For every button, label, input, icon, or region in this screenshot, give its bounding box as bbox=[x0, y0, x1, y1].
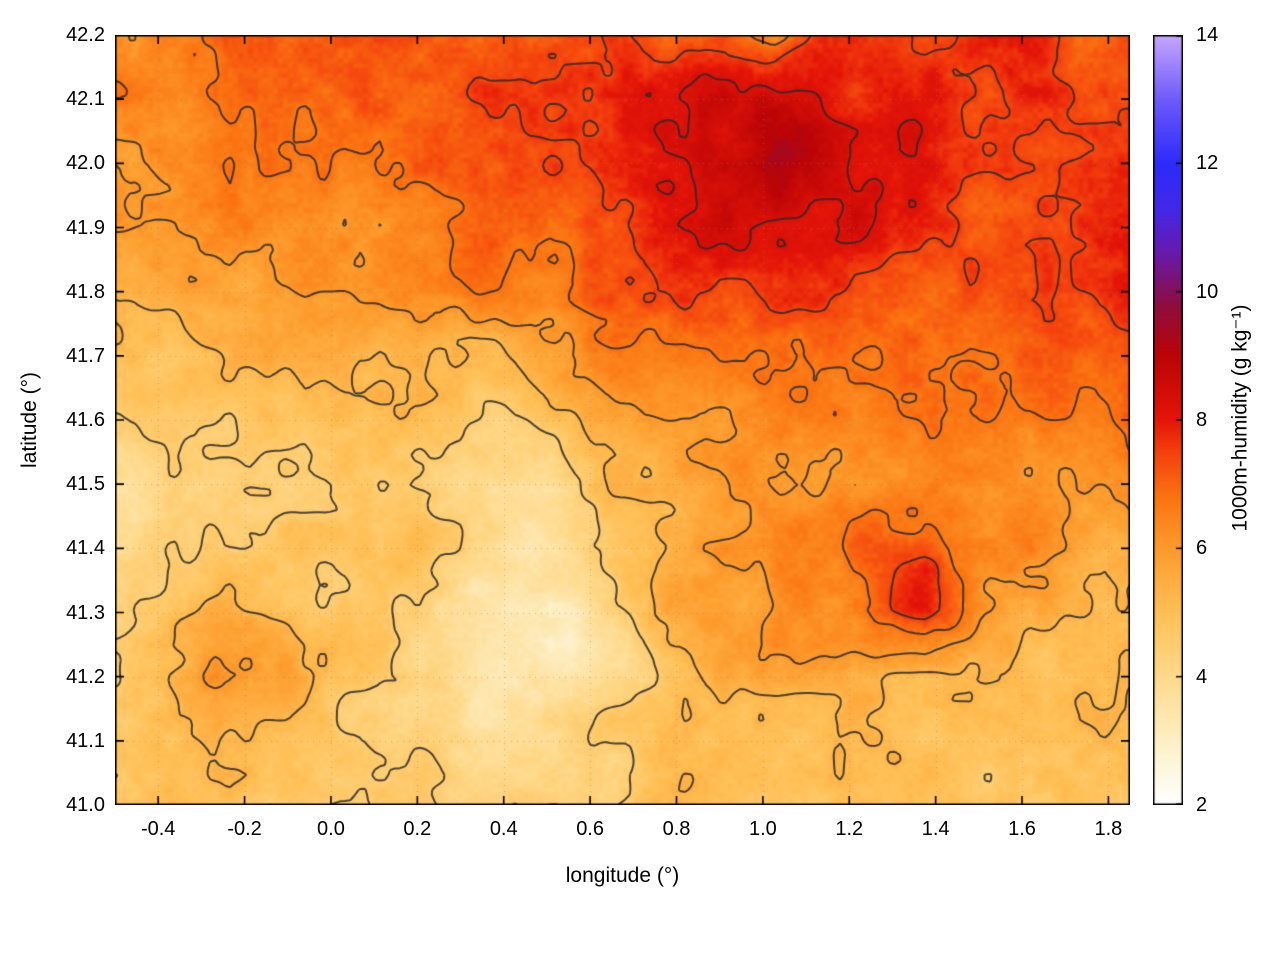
colorbar-tick-label: 8 bbox=[1196, 409, 1208, 431]
x-tick-label: 0.2 bbox=[403, 818, 432, 840]
colorbar-tick-label: 6 bbox=[1196, 537, 1208, 560]
heatmap-canvas bbox=[115, 35, 1130, 805]
x-tick-label: 0.6 bbox=[576, 818, 604, 840]
y-tick-label: 42.1 bbox=[66, 88, 105, 111]
y-tick-label: 41.1 bbox=[66, 729, 105, 752]
colorbar bbox=[1153, 35, 1183, 805]
colorbar-tick-label: 14 bbox=[1196, 24, 1219, 46]
y-tick-label: 42.2 bbox=[66, 24, 105, 46]
y-tick-label: 42.0 bbox=[66, 152, 105, 175]
y-tick-label: 41.6 bbox=[66, 409, 105, 431]
x-tick-label: -0.4 bbox=[140, 818, 176, 840]
colorbar-title: 1000m-humidity (g kg⁻¹) bbox=[1228, 304, 1252, 532]
plot-area bbox=[115, 35, 1130, 805]
colorbar-tick-label: 4 bbox=[1196, 665, 1208, 688]
x-tick-label: -0.2 bbox=[227, 818, 262, 840]
colorbar-tick-label: 12 bbox=[1196, 152, 1219, 175]
x-tick-label: 0.8 bbox=[662, 818, 691, 840]
x-tick-label: 1.4 bbox=[921, 818, 950, 840]
colorbar-canvas bbox=[1153, 35, 1183, 805]
x-tick-label: 1.6 bbox=[1008, 818, 1036, 840]
y-tick-label: 41.9 bbox=[66, 216, 105, 239]
x-tick-label: 1.2 bbox=[835, 818, 864, 840]
x-tick-label: 1.0 bbox=[748, 818, 777, 840]
x-axis-title: longitude (°) bbox=[565, 864, 680, 887]
y-tick-label: 41.7 bbox=[66, 344, 105, 367]
x-tick-label: 0.4 bbox=[489, 818, 518, 840]
y-tick-label: 41.8 bbox=[66, 280, 105, 303]
x-tick-label: 0.0 bbox=[317, 818, 345, 840]
x-tick-label: 1.8 bbox=[1094, 818, 1123, 840]
y-tick-label: 41.3 bbox=[66, 601, 105, 624]
y-tick-label: 41.0 bbox=[66, 794, 105, 816]
y-tick-label: 41.2 bbox=[66, 665, 105, 688]
colorbar-tick-label: 10 bbox=[1196, 280, 1219, 303]
colorbar-tick-label: 2 bbox=[1196, 794, 1208, 816]
y-tick-label: 41.4 bbox=[66, 537, 105, 560]
y-tick-label: 41.5 bbox=[66, 473, 105, 496]
